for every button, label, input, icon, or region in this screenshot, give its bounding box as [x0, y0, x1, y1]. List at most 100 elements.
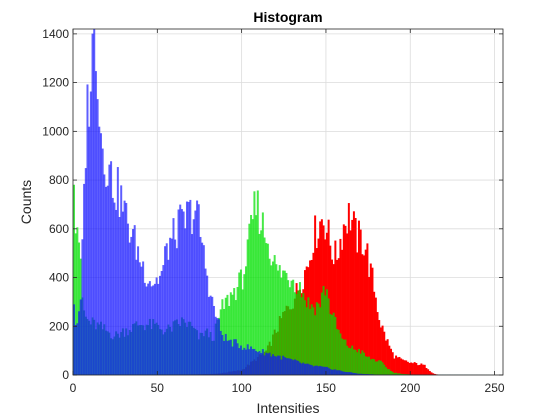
histogram-bar	[290, 280, 293, 375]
histogram-bar	[83, 183, 86, 375]
histogram-bar	[305, 363, 308, 375]
histogram-bar	[400, 358, 403, 375]
histogram-bar	[113, 202, 116, 375]
histogram-bar	[147, 283, 150, 375]
histogram-bar	[197, 204, 200, 375]
histogram-bar	[241, 289, 244, 375]
histogram-bar	[207, 296, 210, 375]
histogram-bar	[363, 373, 366, 375]
histogram-bar	[204, 268, 207, 375]
histogram-bar	[349, 348, 352, 375]
histogram-bar	[258, 351, 261, 375]
histogram-bar	[378, 360, 381, 375]
histogram-bar	[304, 363, 307, 375]
histogram-bar	[427, 369, 430, 375]
histogram-bar	[245, 266, 247, 375]
histogram-bar	[374, 297, 377, 375]
histogram-bar	[81, 239, 84, 375]
histogram-bar	[339, 238, 342, 375]
histogram-bar	[305, 307, 308, 375]
histogram-bar	[398, 356, 401, 375]
histogram-bar	[298, 282, 301, 375]
histogram-bar	[256, 352, 259, 375]
histogram-bar	[369, 263, 372, 375]
histogram-bar	[98, 126, 101, 376]
histogram-bar	[373, 291, 376, 375]
histogram-bar	[175, 248, 178, 375]
plot-box	[72, 28, 504, 376]
histogram-bar	[261, 212, 264, 375]
histogram-bar	[356, 252, 359, 375]
histogram-bar	[185, 201, 188, 375]
histogram-bar	[108, 164, 111, 375]
histogram-bar	[361, 350, 364, 375]
histogram-bar	[170, 238, 173, 375]
histogram-bar	[111, 197, 114, 375]
histogram-bar	[155, 277, 158, 375]
histogram-bar	[359, 229, 362, 375]
histogram-bar	[395, 355, 398, 375]
histogram-bar	[165, 243, 168, 375]
histogram-bar	[346, 345, 349, 375]
histogram-bar	[357, 373, 360, 375]
x-tick-label: 150	[316, 381, 336, 395]
histogram-bar	[233, 339, 236, 375]
histogram-bar	[354, 349, 357, 375]
histogram-bar	[278, 265, 281, 375]
histogram-bar	[273, 255, 276, 375]
histogram-bar	[177, 209, 180, 375]
histogram-bar	[260, 353, 263, 375]
histogram-bar	[258, 233, 261, 375]
histogram-bar	[78, 311, 81, 375]
histogram-bar	[125, 202, 128, 375]
histogram-bar	[364, 374, 367, 375]
histogram-bar	[312, 366, 315, 375]
histogram-bar	[202, 245, 205, 375]
histogram-bar	[302, 362, 305, 375]
histogram-bar	[76, 323, 79, 375]
histogram-bar	[351, 219, 354, 375]
histogram-bar	[384, 340, 387, 375]
histogram-bar	[174, 239, 177, 375]
histogram-series-3	[73, 29, 504, 376]
histogram-bar	[128, 242, 131, 375]
histogram-bar	[126, 223, 129, 375]
histogram-bar	[309, 364, 312, 375]
histogram-bar	[253, 191, 256, 375]
histogram-bar	[341, 249, 344, 375]
histogram-bar	[211, 296, 214, 375]
histogram-bar	[425, 368, 428, 375]
histogram-bar	[351, 372, 354, 375]
histogram-bar	[386, 368, 389, 375]
histogram-bar	[142, 261, 145, 375]
histogram-bar	[331, 369, 333, 375]
histogram-bar	[381, 325, 384, 375]
histogram-bar	[374, 361, 377, 375]
histogram-bar	[160, 270, 163, 375]
histogram-bar	[325, 289, 328, 375]
histogram-bar	[167, 259, 170, 375]
histogram-bar	[172, 218, 175, 375]
histogram-bar	[143, 282, 146, 375]
histogram-bar	[312, 307, 315, 375]
histogram-bar	[248, 223, 251, 375]
histogram-bar	[138, 262, 141, 375]
ticks: 0 50 100 150 200 250 0 200 400 600 800 1000 1200 1400	[42, 27, 505, 395]
histogram-bar	[221, 335, 224, 375]
histogram-bar	[390, 370, 393, 375]
histogram-bar	[293, 359, 296, 375]
histogram-bar	[422, 364, 425, 375]
x-tick-label: 50	[151, 381, 165, 395]
histogram-bar	[295, 360, 298, 375]
histogram-bar	[132, 229, 135, 375]
histogram-bar	[373, 359, 376, 375]
histogram-bar	[248, 349, 251, 375]
histogram-bar	[191, 234, 194, 375]
histogram-bar	[361, 254, 364, 375]
histogram-bar	[229, 292, 232, 375]
histogram-bar	[251, 219, 254, 375]
histogram-bar	[260, 230, 263, 375]
histogram-bar	[342, 371, 345, 375]
histogram-bar	[152, 285, 155, 375]
